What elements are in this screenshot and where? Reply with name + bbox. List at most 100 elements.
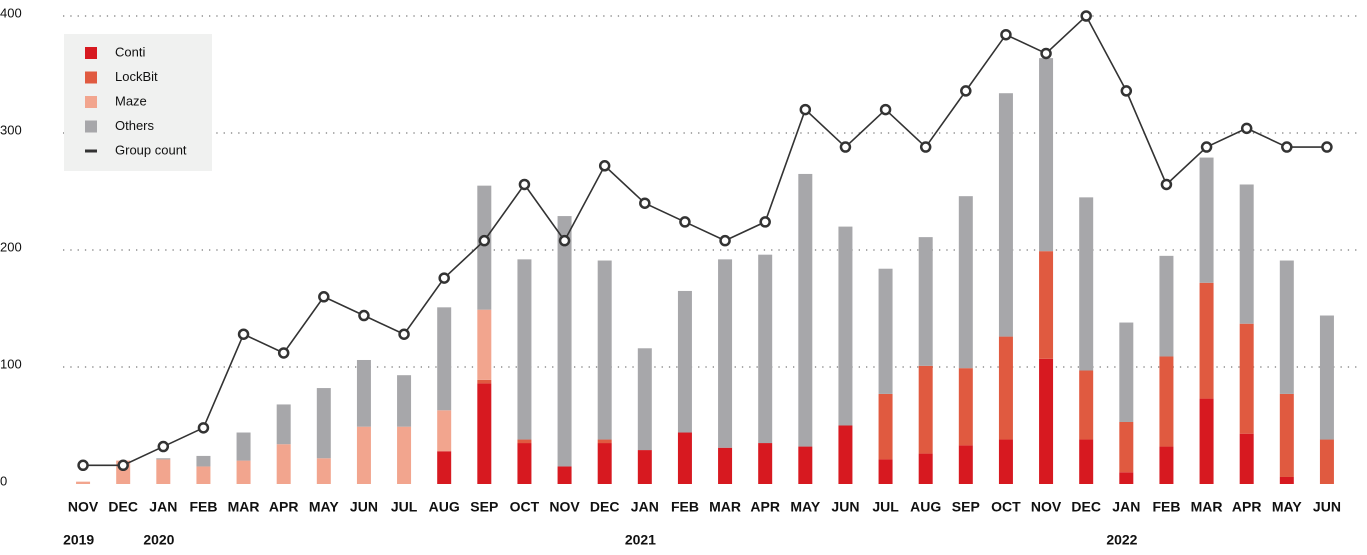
bar-segment — [1319, 439, 1334, 484]
line — [83, 14, 1327, 467]
x-tick-label: OCT — [991, 499, 1021, 515]
line-point — [679, 216, 691, 228]
bar-segment — [878, 268, 893, 394]
x-tick-label: MAR — [228, 499, 260, 515]
x-tick-label: SEP — [952, 499, 980, 515]
bar-segment — [718, 447, 733, 484]
year-label: 2019 — [63, 532, 94, 548]
bar-segment — [918, 453, 933, 484]
bar-segment — [1119, 322, 1134, 422]
bar-segment — [477, 383, 492, 484]
bar-segment — [677, 290, 692, 433]
year-label: 2022 — [1106, 532, 1137, 548]
bar-segment — [397, 426, 412, 484]
bar-segment — [1159, 356, 1174, 447]
legend-label: Conti — [115, 44, 145, 59]
bar-segment — [597, 439, 612, 444]
y-tick-label: 100 — [0, 356, 22, 371]
bar-segment — [758, 443, 773, 484]
bar-segment — [1119, 421, 1134, 473]
bar-segment — [316, 388, 331, 459]
x-tick-label: APR — [1232, 499, 1262, 515]
bar-segment — [758, 254, 773, 444]
bar-segment — [437, 307, 452, 411]
year-label: 2020 — [143, 532, 174, 548]
bar-segment — [1159, 255, 1174, 357]
bar-segment — [1119, 472, 1134, 484]
x-tick-label: NOV — [1031, 499, 1062, 515]
bar-segment — [76, 481, 91, 484]
year-label: 2021 — [625, 532, 656, 548]
bar-segment — [958, 445, 973, 484]
bar-segment — [1079, 370, 1094, 440]
bar-segment — [878, 393, 893, 460]
bar-segment — [437, 410, 452, 452]
bar-segment — [798, 173, 813, 447]
bar-segment — [477, 185, 492, 310]
legend-swatch — [85, 47, 97, 59]
line-point — [478, 234, 491, 247]
line-point — [1120, 85, 1133, 97]
bar-segment — [517, 439, 532, 444]
bar-segment — [998, 439, 1013, 484]
line-point — [799, 103, 812, 116]
x-tick-label: MAR — [709, 499, 741, 515]
line-point — [1281, 141, 1293, 153]
x-tick-label: JUN — [831, 499, 859, 515]
bar-segment — [437, 451, 452, 484]
x-tick-label: AUG — [429, 499, 460, 515]
x-tick-label: AUG — [910, 499, 941, 515]
legend-label: LockBit — [115, 69, 158, 84]
bar-segment — [918, 237, 933, 366]
bar-segment — [517, 259, 532, 440]
bar-segment — [918, 365, 933, 454]
legend-swatch — [85, 96, 97, 108]
line-point — [839, 141, 852, 153]
x-tick-label: DEC — [108, 499, 138, 515]
bar-segment — [838, 425, 853, 484]
x-tick-label: APR — [750, 499, 780, 515]
legend-label: Group count — [115, 142, 187, 157]
line-point — [879, 103, 892, 116]
bar-segment — [597, 443, 612, 484]
bar-segment — [316, 458, 331, 484]
x-tick-label: FEB — [671, 499, 699, 515]
bar-segment — [1199, 282, 1214, 399]
line-point — [157, 440, 170, 453]
y-tick-label: 300 — [0, 122, 22, 137]
bar-segment — [878, 459, 893, 484]
line-point — [1200, 141, 1213, 153]
x-tick-label: SEP — [470, 499, 498, 515]
line-point — [1000, 28, 1012, 41]
x-tick-label: JAN — [1112, 499, 1140, 515]
bar-segment — [1279, 260, 1294, 394]
x-tick-label: JAN — [149, 499, 177, 515]
bar-segment — [677, 432, 692, 484]
bar-segment — [236, 432, 251, 461]
bar-segment — [1279, 393, 1294, 477]
line-point — [237, 328, 250, 340]
bar-segment — [1199, 398, 1214, 484]
line-point — [1080, 10, 1092, 22]
line-point — [398, 328, 410, 340]
bar-segment — [1079, 197, 1094, 371]
bar-segment — [196, 455, 211, 467]
y-tick-label: 200 — [0, 239, 22, 254]
legend-label: Others — [115, 118, 155, 133]
x-tick-label: APR — [269, 499, 299, 515]
legend-swatch — [85, 71, 97, 84]
bar-segment — [156, 459, 171, 484]
line-point — [318, 291, 330, 303]
bar-segment — [958, 196, 973, 369]
x-tick-label: NOV — [68, 499, 99, 515]
bar-segment — [156, 458, 171, 460]
line-point — [960, 85, 972, 97]
line-point — [759, 216, 771, 228]
x-tick-label: JAN — [631, 499, 659, 515]
bar-segment — [1239, 323, 1254, 434]
bar-segment — [1159, 446, 1174, 484]
line-point — [277, 347, 290, 359]
line-point — [77, 459, 89, 472]
line-point — [1240, 122, 1253, 135]
